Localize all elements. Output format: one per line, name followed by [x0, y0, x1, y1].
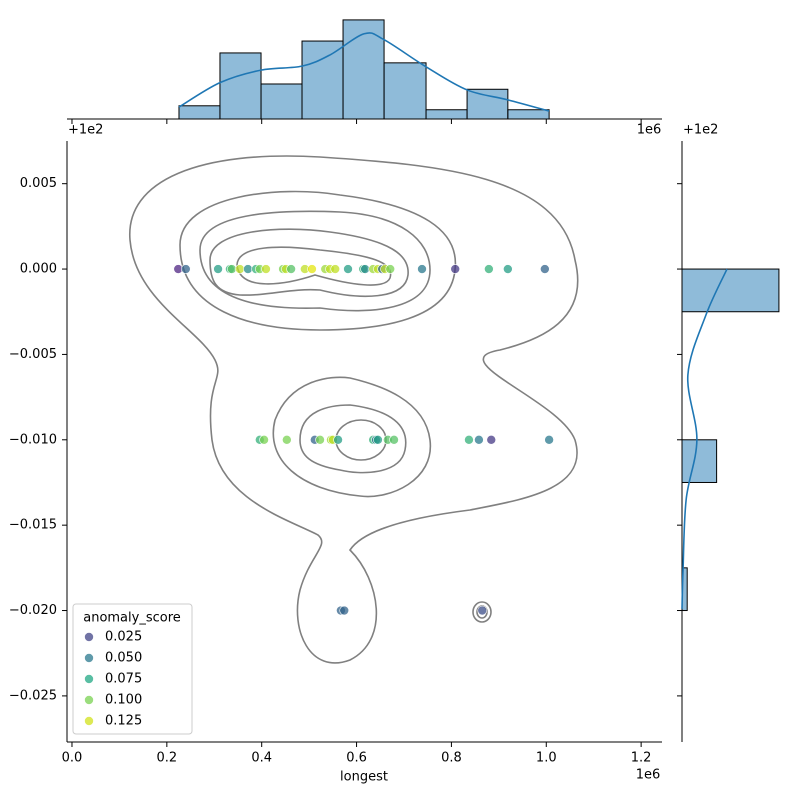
- point: [417, 264, 427, 274]
- point: [385, 264, 396, 274]
- hist-bar: [301, 40, 344, 120]
- point: [261, 264, 271, 274]
- contour: [129, 155, 579, 664]
- y-tick-label: −0.005: [9, 347, 57, 362]
- point: [544, 434, 554, 445]
- legend-label: 0.125: [105, 714, 142, 729]
- point: [486, 434, 497, 445]
- point: [474, 434, 484, 445]
- point: [360, 264, 370, 274]
- contour: [272, 376, 431, 498]
- contour: [299, 404, 407, 474]
- point: [243, 264, 253, 274]
- contour: [236, 246, 392, 286]
- hist-bar: [466, 88, 509, 120]
- legend: anomaly_score 0.025 0.050 0.075 0.100 0.125: [72, 603, 193, 735]
- hist-bar: [219, 52, 262, 120]
- point: [484, 264, 494, 274]
- point: [503, 264, 513, 274]
- point: [307, 264, 317, 274]
- contour: [472, 601, 492, 623]
- legend-marker: [84, 695, 94, 705]
- y-tick-label: −0.015: [9, 518, 57, 533]
- x-tick-label: 0.8: [441, 751, 462, 766]
- kde-contours: [129, 155, 579, 664]
- y-tick-label: 0.000: [20, 262, 57, 277]
- x-offset: 1e6: [636, 768, 661, 783]
- legend-label: 0.075: [105, 672, 142, 687]
- y-tick-label: −0.020: [9, 603, 57, 618]
- hist-bar: [178, 105, 221, 120]
- x-tick-label: 1.2: [631, 751, 652, 766]
- point: [373, 434, 383, 445]
- y-offset: +1e2: [683, 123, 718, 138]
- hist-bar: [383, 62, 427, 120]
- point: [235, 264, 245, 274]
- x-tick-label: 1.0: [536, 751, 557, 766]
- hist-bar: [681, 439, 718, 483]
- hist-bar: [681, 268, 780, 313]
- legend-label: 0.050: [105, 651, 142, 666]
- legend-label: 0.025: [105, 630, 142, 645]
- contour: [179, 190, 457, 331]
- hist-bar: [425, 109, 468, 120]
- legend-marker: [84, 632, 94, 642]
- legend-marker: [84, 674, 94, 684]
- point: [286, 264, 296, 274]
- hist-bar: [260, 83, 303, 120]
- x-axis-label: longest: [340, 770, 388, 785]
- hist-bar: [507, 109, 550, 120]
- y-tick-label: 0.005: [20, 176, 57, 191]
- legend-box: [72, 603, 193, 735]
- point: [450, 264, 461, 274]
- point: [315, 434, 325, 445]
- y-offset: +1e2: [68, 123, 103, 138]
- point: [333, 434, 343, 445]
- point: [227, 264, 237, 274]
- point: [339, 605, 350, 616]
- point: [343, 264, 353, 274]
- x-tick-label: 0.4: [251, 751, 272, 766]
- x-tick-label: 0.0: [62, 751, 83, 766]
- x-tick-label: 0.6: [346, 751, 367, 766]
- point: [181, 264, 191, 274]
- y-tick-label: −0.025: [9, 688, 57, 703]
- point: [464, 434, 474, 445]
- contour: [199, 210, 431, 312]
- legend-label: 0.100: [105, 693, 142, 708]
- point: [213, 264, 223, 274]
- point: [330, 264, 341, 274]
- x-offset: 1e6: [637, 123, 662, 138]
- legend-title: anomaly_score: [83, 611, 181, 626]
- kde-line: [681, 268, 728, 609]
- legend-marker: [84, 653, 94, 663]
- x-tick-label: 0.2: [156, 751, 177, 766]
- point: [389, 434, 399, 445]
- point: [540, 264, 550, 274]
- y-tick-label: −0.010: [9, 432, 57, 447]
- point: [477, 605, 488, 616]
- legend-marker: [84, 716, 94, 726]
- contour: [209, 228, 409, 298]
- point: [282, 434, 292, 445]
- kde-line: [178, 32, 550, 112]
- point: [259, 434, 269, 445]
